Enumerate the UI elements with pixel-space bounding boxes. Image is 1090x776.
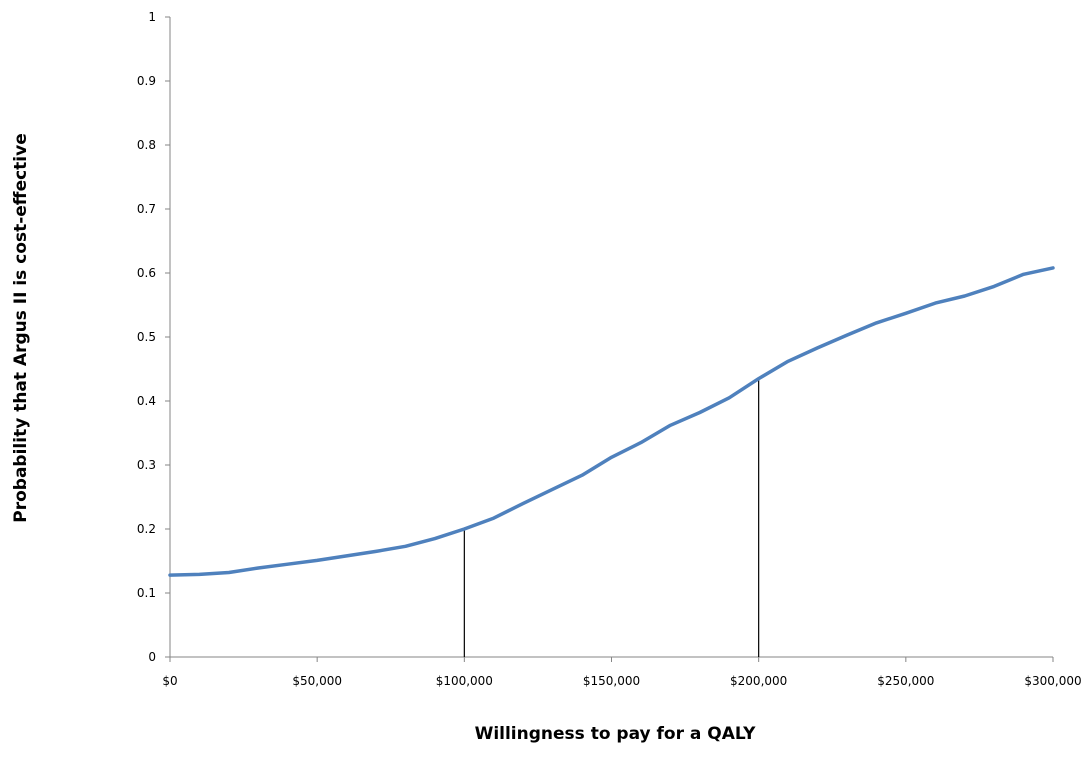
x-tick-label: $100,000 xyxy=(436,674,493,688)
y-tick-label: 0.7 xyxy=(137,202,156,216)
y-tick-label: 0 xyxy=(148,650,156,664)
y-tick-label: 0.5 xyxy=(137,330,156,344)
x-tick-label: $0 xyxy=(162,674,177,688)
x-tick-label: $300,000 xyxy=(1024,674,1081,688)
y-tick-label: 0.3 xyxy=(137,458,156,472)
y-axis-title: Probability that Argus II is cost-effect… xyxy=(11,133,31,523)
y-tick-label: 0.1 xyxy=(137,586,156,600)
x-tick-label: $250,000 xyxy=(877,674,934,688)
x-tick-label: $50,000 xyxy=(292,674,342,688)
y-tick-label: 0.4 xyxy=(137,394,156,408)
y-tick-label: 1 xyxy=(148,10,156,24)
x-axis-title: Willingness to pay for a QALY xyxy=(475,724,757,744)
reference-lines xyxy=(463,378,760,657)
x-tick-label: $150,000 xyxy=(583,674,640,688)
series-line xyxy=(168,266,1055,577)
y-tick-label: 0.8 xyxy=(137,138,156,152)
y-tick-label: 0.9 xyxy=(137,74,156,88)
series-layer xyxy=(168,266,1055,577)
ticks: 0 0.1 0.2 0.3 0.4 0.5 0.6 0.7 0.8 0.9 1 $0 $50,000 $1… xyxy=(137,10,1082,688)
x-tick-label: $200,000 xyxy=(730,674,787,688)
y-tick-label: 0.2 xyxy=(137,522,156,536)
y-tick-label: 0.6 xyxy=(137,266,156,280)
